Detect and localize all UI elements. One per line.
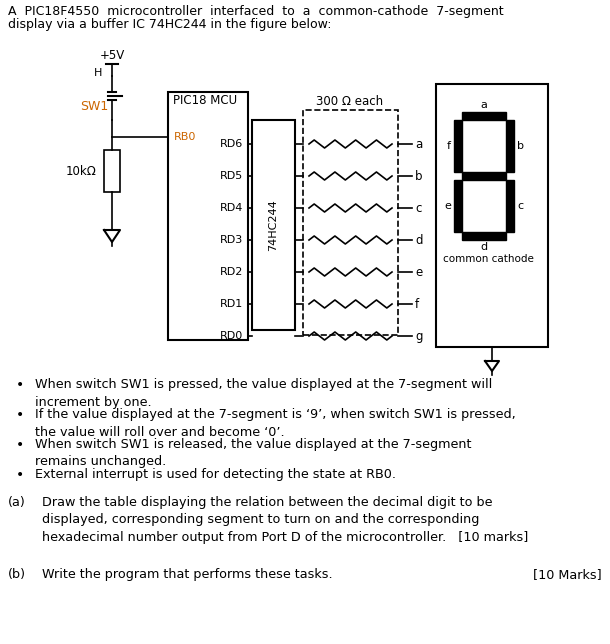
Bar (454, 180, 462, 232)
Bar (506, 120, 514, 172)
Bar (436, 84, 548, 347)
Text: b: b (415, 169, 423, 182)
Text: •: • (16, 378, 24, 392)
Text: f: f (447, 141, 451, 151)
Text: 300 Ω each: 300 Ω each (317, 95, 384, 108)
Text: If the value displayed at the 7-segment is ‘9’, when switch SW1 is pressed,
the : If the value displayed at the 7-segment … (35, 408, 515, 439)
Text: RD0: RD0 (220, 331, 243, 341)
Bar (462, 112, 506, 120)
Bar (252, 120, 295, 330)
Text: (a): (a) (8, 496, 26, 509)
Text: •: • (16, 468, 24, 482)
Bar (168, 92, 248, 340)
Text: e: e (444, 201, 451, 211)
Text: Write the program that performs these tasks.: Write the program that performs these ta… (42, 568, 332, 581)
Text: RB0: RB0 (174, 132, 196, 142)
Text: d: d (481, 242, 487, 252)
Text: 10kΩ: 10kΩ (66, 164, 97, 178)
Text: RD5: RD5 (220, 171, 243, 181)
Text: •: • (16, 408, 24, 422)
Text: c: c (415, 202, 422, 214)
Text: (b): (b) (8, 568, 26, 581)
Text: When switch SW1 is released, the value displayed at the 7-segment
remains unchan: When switch SW1 is released, the value d… (35, 438, 472, 468)
Text: 74HC244: 74HC244 (268, 199, 278, 251)
Text: H: H (94, 68, 102, 78)
Text: •: • (16, 438, 24, 452)
Text: RD3: RD3 (220, 235, 243, 245)
Bar (506, 180, 514, 232)
Text: +5V: +5V (99, 49, 124, 62)
Text: Draw the table displaying the relation between the decimal digit to be
displayed: Draw the table displaying the relation b… (42, 496, 528, 544)
Text: c: c (517, 201, 523, 211)
Text: RD1: RD1 (220, 299, 243, 309)
Text: RD6: RD6 (220, 139, 243, 149)
Text: g: g (481, 171, 487, 181)
Text: RD2: RD2 (220, 267, 243, 277)
Text: b: b (517, 141, 524, 151)
Text: External interrupt is used for detecting the state at RB0.: External interrupt is used for detecting… (35, 468, 396, 481)
Text: d: d (415, 234, 423, 247)
Text: [10 Marks]: [10 Marks] (533, 568, 602, 581)
Bar (454, 120, 462, 172)
Text: PIC18 MCU: PIC18 MCU (173, 94, 237, 107)
Text: common cathode: common cathode (443, 254, 533, 264)
Text: A  PIC18F4550  microcontroller  interfaced  to  a  common-cathode  7-segment: A PIC18F4550 microcontroller interfaced … (8, 5, 504, 18)
Text: f: f (415, 298, 419, 310)
Text: g: g (415, 330, 423, 343)
Text: display via a buffer IC 74HC244 in the figure below:: display via a buffer IC 74HC244 in the f… (8, 18, 331, 31)
Text: a: a (415, 138, 422, 151)
Bar (462, 232, 506, 240)
Bar (462, 172, 506, 180)
Text: RD4: RD4 (220, 203, 243, 213)
Text: When switch SW1 is pressed, the value displayed at the 7-segment will
increment : When switch SW1 is pressed, the value di… (35, 378, 492, 408)
Text: SW1: SW1 (80, 100, 108, 113)
Text: e: e (415, 265, 422, 278)
Text: a: a (481, 100, 487, 110)
Bar (303, 110, 398, 335)
Bar (104, 150, 120, 192)
